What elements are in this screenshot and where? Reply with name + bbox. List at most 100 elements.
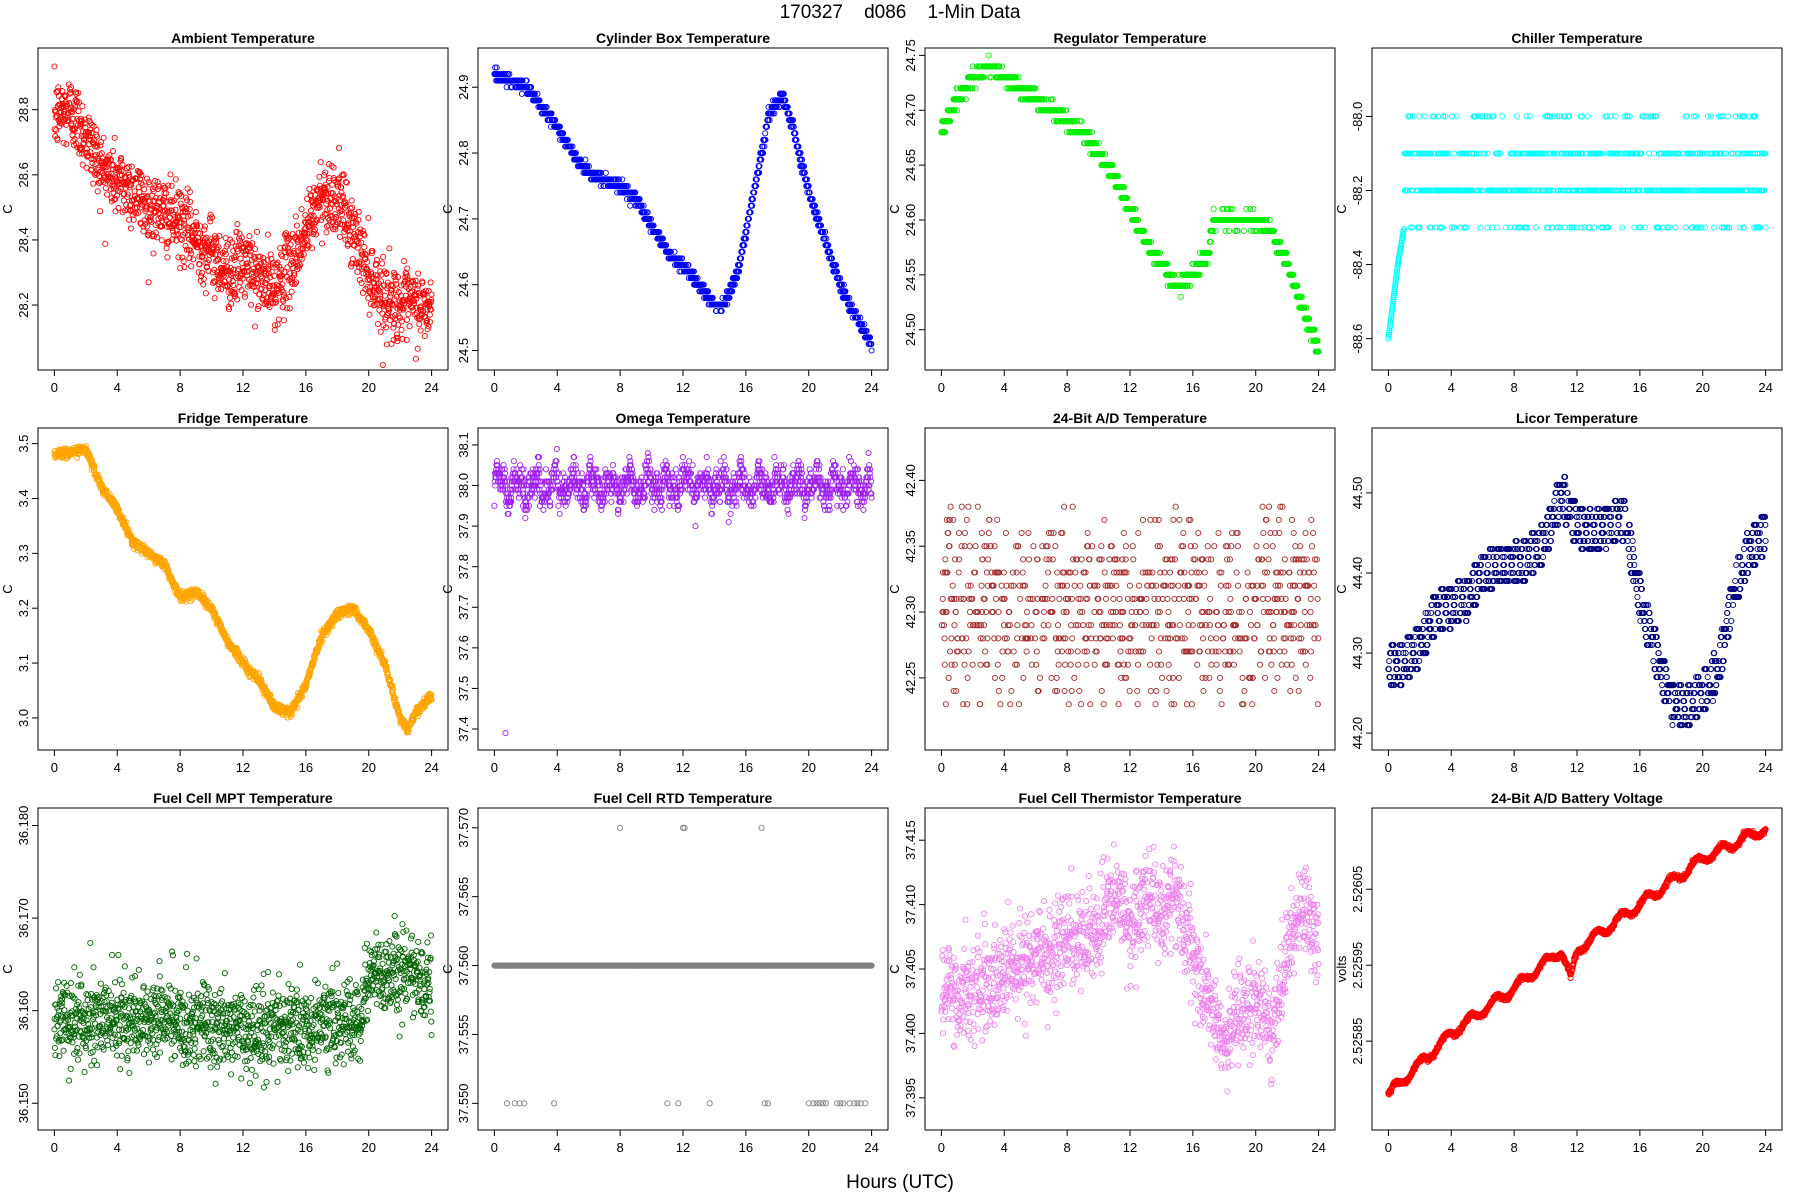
data-point	[224, 263, 231, 271]
data-point	[82, 124, 89, 131]
data-point	[177, 265, 184, 272]
data-point	[286, 293, 293, 301]
data-point	[91, 153, 98, 160]
data-point	[1250, 205, 1257, 213]
data-point	[223, 258, 230, 265]
data-point	[200, 275, 207, 283]
data-point	[115, 204, 122, 212]
data-point	[398, 326, 405, 333]
data-point	[144, 193, 151, 200]
data-point	[165, 207, 172, 214]
data-point	[158, 237, 165, 244]
data-point	[98, 138, 105, 146]
data-points	[938, 52, 1322, 355]
data-point	[1477, 224, 1484, 231]
data-point	[138, 172, 145, 179]
data-point	[87, 149, 94, 156]
data-point	[415, 270, 422, 277]
data-point	[198, 269, 206, 276]
data-point	[121, 190, 128, 197]
data-point	[186, 205, 193, 213]
data-point	[97, 142, 104, 149]
data-point	[105, 171, 112, 178]
data-point	[83, 146, 90, 153]
data-point	[150, 233, 158, 240]
data-point	[225, 288, 232, 295]
data-point	[180, 258, 187, 265]
x-tick-label: 20	[1695, 380, 1709, 395]
data-point	[128, 163, 135, 170]
data-point	[71, 126, 78, 133]
data-point	[1607, 113, 1614, 120]
data-point	[142, 195, 149, 202]
data-point	[154, 234, 161, 241]
data-point	[251, 323, 258, 330]
data-point	[868, 347, 875, 354]
x-tick-label: 16	[299, 380, 313, 395]
data-point	[208, 250, 215, 257]
data-point	[141, 217, 148, 224]
data-point	[145, 279, 152, 286]
data-point	[136, 176, 143, 183]
data-point	[74, 132, 81, 139]
data-point	[147, 206, 154, 213]
data-point	[199, 253, 206, 260]
data-point	[421, 332, 428, 340]
data-point	[241, 293, 249, 300]
data-point	[67, 84, 74, 91]
data-point	[181, 264, 188, 271]
data-point	[1421, 113, 1428, 120]
data-point	[412, 355, 419, 362]
data-point	[401, 258, 408, 265]
data-point	[406, 323, 413, 330]
data-point	[51, 63, 58, 70]
data-point	[73, 141, 80, 148]
data-point	[379, 260, 386, 267]
data-point	[119, 162, 126, 169]
data-point	[54, 136, 61, 144]
data-point	[234, 221, 241, 228]
y-tick-label: -88.6	[1350, 324, 1365, 354]
data-point	[349, 204, 356, 211]
data-point	[196, 239, 203, 246]
data-point	[229, 239, 236, 246]
data-point	[179, 208, 186, 216]
x-tick-label: 0	[938, 380, 945, 395]
data-point	[187, 212, 194, 219]
data-point	[365, 214, 372, 222]
x-tick-label: 4	[1001, 380, 1008, 395]
data-point	[86, 133, 93, 140]
data-point	[168, 182, 175, 189]
data-point	[163, 190, 170, 197]
data-point	[102, 185, 109, 192]
data-point	[183, 205, 190, 212]
data-point	[192, 209, 199, 216]
x-tick-label: 8	[1511, 380, 1518, 395]
y-tick-label: 24.8	[456, 140, 471, 165]
data-point	[323, 229, 330, 236]
data-point	[213, 238, 220, 245]
data-point	[170, 197, 177, 204]
data-point	[215, 244, 222, 251]
data-point	[201, 226, 208, 233]
y-tick-label: 28.2	[16, 292, 31, 317]
data-point	[206, 251, 213, 259]
data-point	[1514, 113, 1521, 120]
data-point	[159, 196, 166, 203]
data-point	[197, 223, 204, 230]
data-point	[1526, 113, 1533, 120]
data-point	[762, 130, 769, 137]
data-point	[58, 103, 65, 111]
data-point	[154, 186, 161, 193]
data-point	[1612, 113, 1619, 120]
chart-title: Chiller Temperature	[1511, 30, 1642, 46]
data-point	[252, 245, 259, 253]
data-point	[83, 164, 90, 171]
data-point	[264, 231, 271, 238]
data-point	[405, 311, 412, 318]
data-point	[208, 214, 215, 221]
data-point	[221, 278, 228, 285]
data-point	[393, 331, 401, 338]
